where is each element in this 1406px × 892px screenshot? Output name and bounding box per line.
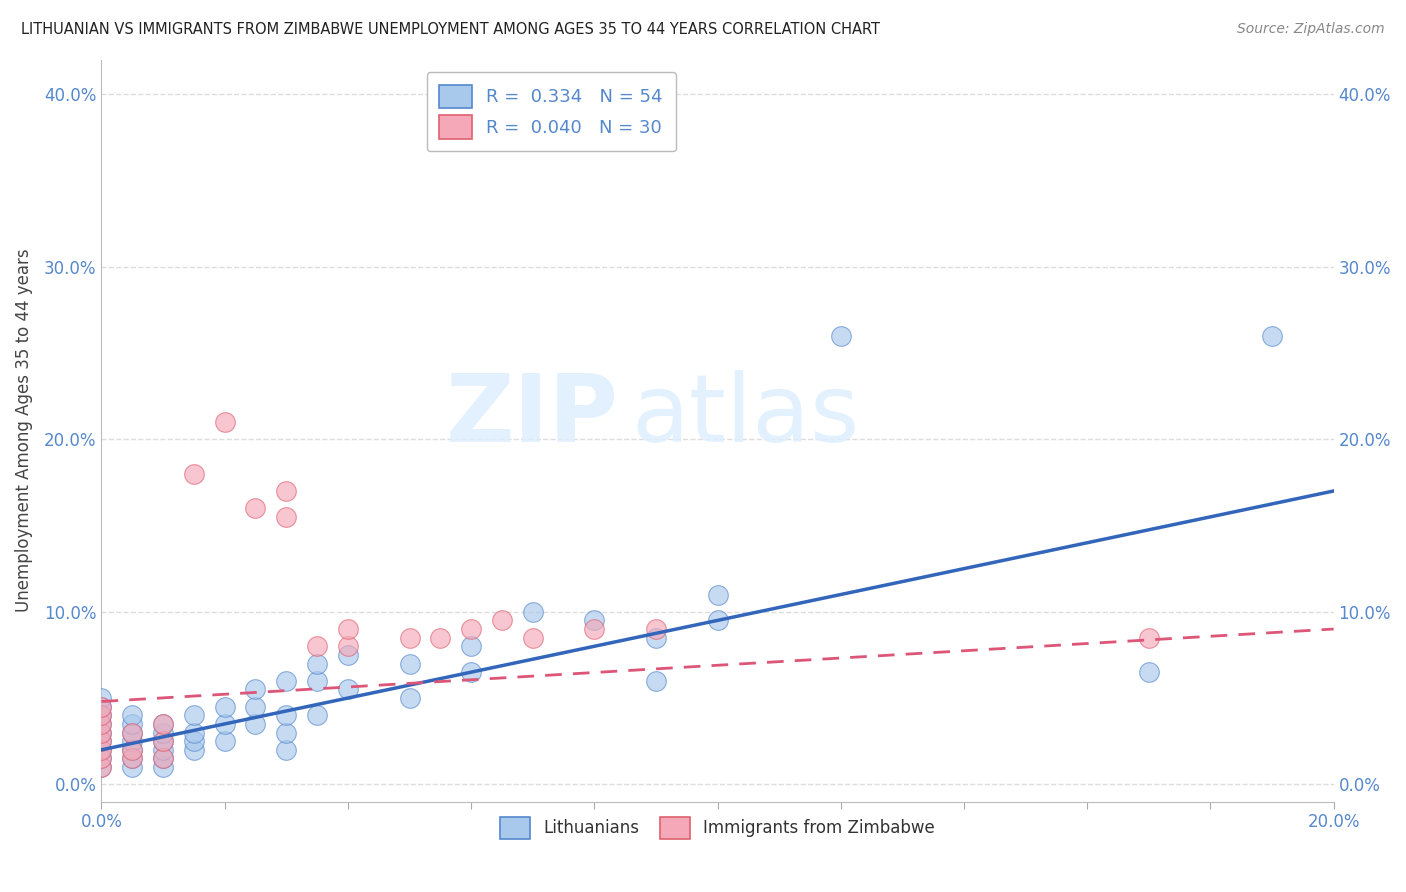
Text: LITHUANIAN VS IMMIGRANTS FROM ZIMBABWE UNEMPLOYMENT AMONG AGES 35 TO 44 YEARS CO: LITHUANIAN VS IMMIGRANTS FROM ZIMBABWE U… [21, 22, 880, 37]
Point [121, 725, 143, 739]
Text: Source: ZipAtlas.com: Source: ZipAtlas.com [1237, 22, 1385, 37]
Text: atlas: atlas [631, 370, 859, 462]
Point [336, 622, 359, 636]
Point [90, 734, 112, 748]
Point [398, 631, 420, 645]
Point [90, 760, 112, 774]
Point [90, 743, 112, 757]
Point [90, 725, 112, 739]
Point [183, 734, 205, 748]
Point [245, 682, 267, 697]
Point [214, 415, 236, 429]
Point [307, 673, 329, 688]
Point [645, 673, 668, 688]
Point [307, 640, 329, 654]
Text: ZIP: ZIP [446, 370, 619, 462]
Point [90, 743, 112, 757]
Point [90, 717, 112, 731]
Point [121, 760, 143, 774]
Point [90, 708, 112, 723]
Point [152, 725, 174, 739]
Point [90, 734, 112, 748]
Point [1137, 665, 1160, 680]
Point [398, 691, 420, 706]
Point [121, 751, 143, 765]
Point [583, 614, 606, 628]
Point [183, 743, 205, 757]
Point [90, 691, 112, 706]
Y-axis label: Unemployment Among Ages 35 to 44 years: Unemployment Among Ages 35 to 44 years [15, 249, 32, 613]
Point [1261, 328, 1284, 343]
Point [152, 734, 174, 748]
Point [1137, 631, 1160, 645]
Point [491, 614, 513, 628]
Point [276, 673, 298, 688]
Point [429, 631, 451, 645]
Point [90, 717, 112, 731]
Point [645, 631, 668, 645]
Point [152, 734, 174, 748]
Point [152, 760, 174, 774]
Point [152, 717, 174, 731]
Point [121, 717, 143, 731]
Point [90, 699, 112, 714]
Point [152, 717, 174, 731]
Point [121, 751, 143, 765]
Point [245, 717, 267, 731]
Point [307, 657, 329, 671]
Point [121, 708, 143, 723]
Point [121, 734, 143, 748]
Point [90, 760, 112, 774]
Point [214, 699, 236, 714]
Point [90, 725, 112, 739]
Point [276, 509, 298, 524]
Point [307, 708, 329, 723]
Point [183, 725, 205, 739]
Point [706, 587, 728, 601]
Point [276, 743, 298, 757]
Point [522, 605, 544, 619]
Point [121, 743, 143, 757]
Point [121, 725, 143, 739]
Point [830, 328, 852, 343]
Point [522, 631, 544, 645]
Point [90, 699, 112, 714]
Point [398, 657, 420, 671]
Point [214, 734, 236, 748]
Point [336, 648, 359, 662]
Point [245, 501, 267, 516]
Point [276, 483, 298, 498]
Point [583, 622, 606, 636]
Point [706, 614, 728, 628]
Point [183, 467, 205, 481]
Point [336, 640, 359, 654]
Point [645, 622, 668, 636]
Point [90, 751, 112, 765]
Point [460, 622, 482, 636]
Point [276, 725, 298, 739]
Point [152, 743, 174, 757]
Legend: Lithuanians, Immigrants from Zimbabwe: Lithuanians, Immigrants from Zimbabwe [494, 811, 942, 846]
Point [152, 751, 174, 765]
Point [183, 708, 205, 723]
Point [245, 699, 267, 714]
Point [460, 640, 482, 654]
Point [460, 665, 482, 680]
Point [121, 743, 143, 757]
Point [276, 708, 298, 723]
Point [336, 682, 359, 697]
Point [152, 751, 174, 765]
Point [90, 751, 112, 765]
Point [214, 717, 236, 731]
Point [90, 708, 112, 723]
